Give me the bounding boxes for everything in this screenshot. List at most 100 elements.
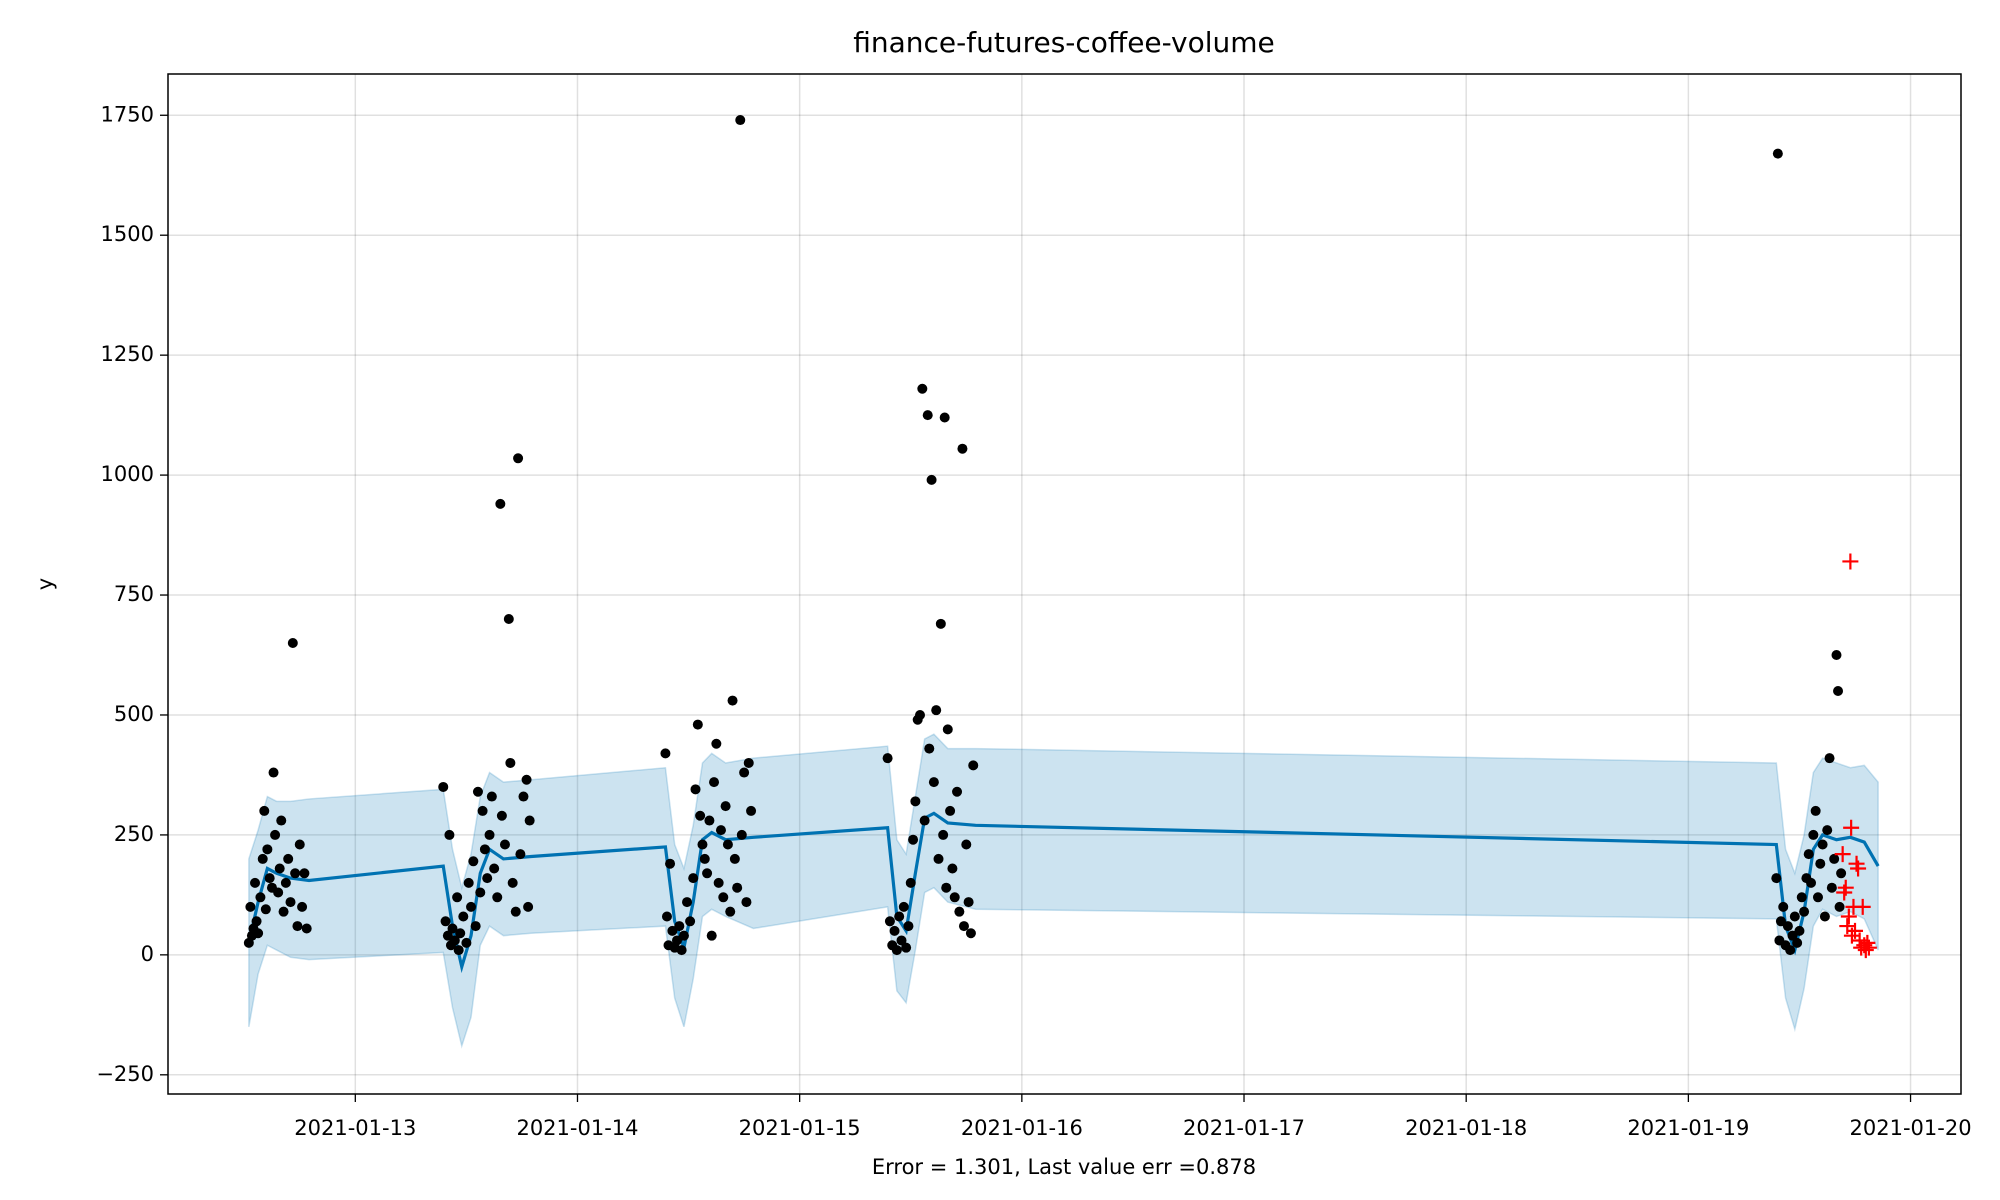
data-point xyxy=(1819,911,1830,922)
data-point xyxy=(952,786,963,797)
data-point xyxy=(245,901,256,912)
x-tick-label: 2021-01-16 xyxy=(961,1116,1083,1140)
data-point xyxy=(942,724,953,735)
data-point xyxy=(280,877,291,888)
data-point xyxy=(685,916,696,927)
data-point xyxy=(1782,921,1793,932)
data-point xyxy=(722,839,733,850)
data-point xyxy=(961,839,972,850)
data-point xyxy=(447,923,458,934)
y-tick-label: 750 xyxy=(114,582,154,606)
data-point xyxy=(676,945,687,956)
data-point xyxy=(963,897,974,908)
test-point xyxy=(1842,553,1859,570)
data-point xyxy=(297,901,308,912)
x-tick-label: 2021-01-14 xyxy=(516,1116,638,1140)
data-point xyxy=(695,810,706,821)
data-point xyxy=(1826,882,1837,893)
data-point xyxy=(939,412,950,423)
data-point xyxy=(1808,829,1819,840)
data-point xyxy=(1787,930,1798,941)
data-point xyxy=(499,839,510,850)
data-point xyxy=(917,383,928,394)
data-point xyxy=(444,829,455,840)
data-point xyxy=(1794,925,1805,936)
data-point xyxy=(262,844,273,855)
data-point xyxy=(922,410,933,421)
data-point xyxy=(253,928,264,939)
data-point xyxy=(1789,911,1800,922)
data-point xyxy=(882,753,893,764)
data-point xyxy=(301,923,312,934)
data-point xyxy=(908,834,919,845)
data-point xyxy=(470,921,481,932)
x-axis-label: Error = 1.301, Last value err =0.878 xyxy=(872,1155,1256,1179)
y-axis-label: y xyxy=(33,578,57,590)
data-point xyxy=(463,877,474,888)
x-tick-label: 2021-01-15 xyxy=(739,1116,861,1140)
x-tick-label: 2021-01-18 xyxy=(1405,1116,1527,1140)
data-point xyxy=(667,925,678,936)
data-point xyxy=(1806,877,1817,888)
data-point xyxy=(496,810,507,821)
data-point xyxy=(255,892,266,903)
data-point xyxy=(507,877,518,888)
data-point xyxy=(1831,650,1842,661)
test-point xyxy=(1854,898,1871,915)
data-point xyxy=(718,892,729,903)
test-point xyxy=(1843,819,1860,836)
data-point xyxy=(715,825,726,836)
y-tick-label: 500 xyxy=(114,702,154,726)
data-point xyxy=(449,935,460,946)
data-point xyxy=(958,921,969,932)
data-point xyxy=(665,858,676,869)
data-point xyxy=(1796,892,1807,903)
uncertainty-band xyxy=(248,733,1879,1049)
data-point xyxy=(1778,901,1789,912)
data-point xyxy=(699,853,710,864)
data-point xyxy=(690,784,701,795)
data-point xyxy=(438,781,449,792)
x-tick-label: 2021-01-19 xyxy=(1627,1116,1749,1140)
data-point xyxy=(455,928,466,939)
data-point xyxy=(466,901,477,912)
data-point xyxy=(1833,685,1844,696)
data-point xyxy=(1803,849,1814,860)
data-point xyxy=(919,815,930,826)
data-point xyxy=(299,868,310,879)
data-point xyxy=(725,906,736,917)
data-point xyxy=(938,829,949,840)
data-point xyxy=(889,925,900,936)
data-point xyxy=(442,930,453,941)
data-point xyxy=(704,815,715,826)
data-point xyxy=(928,777,939,788)
data-point xyxy=(270,829,281,840)
data-point xyxy=(1812,892,1823,903)
data-point xyxy=(1792,937,1803,948)
data-point xyxy=(736,829,747,840)
data-point xyxy=(290,868,301,879)
test-point xyxy=(1860,939,1877,956)
data-point xyxy=(475,887,486,898)
test-point xyxy=(1834,846,1851,863)
data-point xyxy=(268,767,279,778)
data-point xyxy=(688,873,699,884)
data-point xyxy=(660,748,671,759)
data-point xyxy=(915,709,926,720)
data-point xyxy=(739,767,750,778)
data-point xyxy=(949,892,960,903)
data-point xyxy=(682,897,693,908)
data-point xyxy=(947,863,958,874)
data-point xyxy=(965,928,976,939)
data-point xyxy=(697,839,708,850)
data-point xyxy=(1771,873,1782,884)
data-point xyxy=(674,921,685,932)
data-point xyxy=(274,863,285,874)
data-point xyxy=(1785,945,1796,956)
data-point xyxy=(720,801,731,812)
data-point xyxy=(672,935,683,946)
data-point xyxy=(1836,868,1847,879)
data-point xyxy=(264,873,275,884)
data-point xyxy=(486,791,497,802)
